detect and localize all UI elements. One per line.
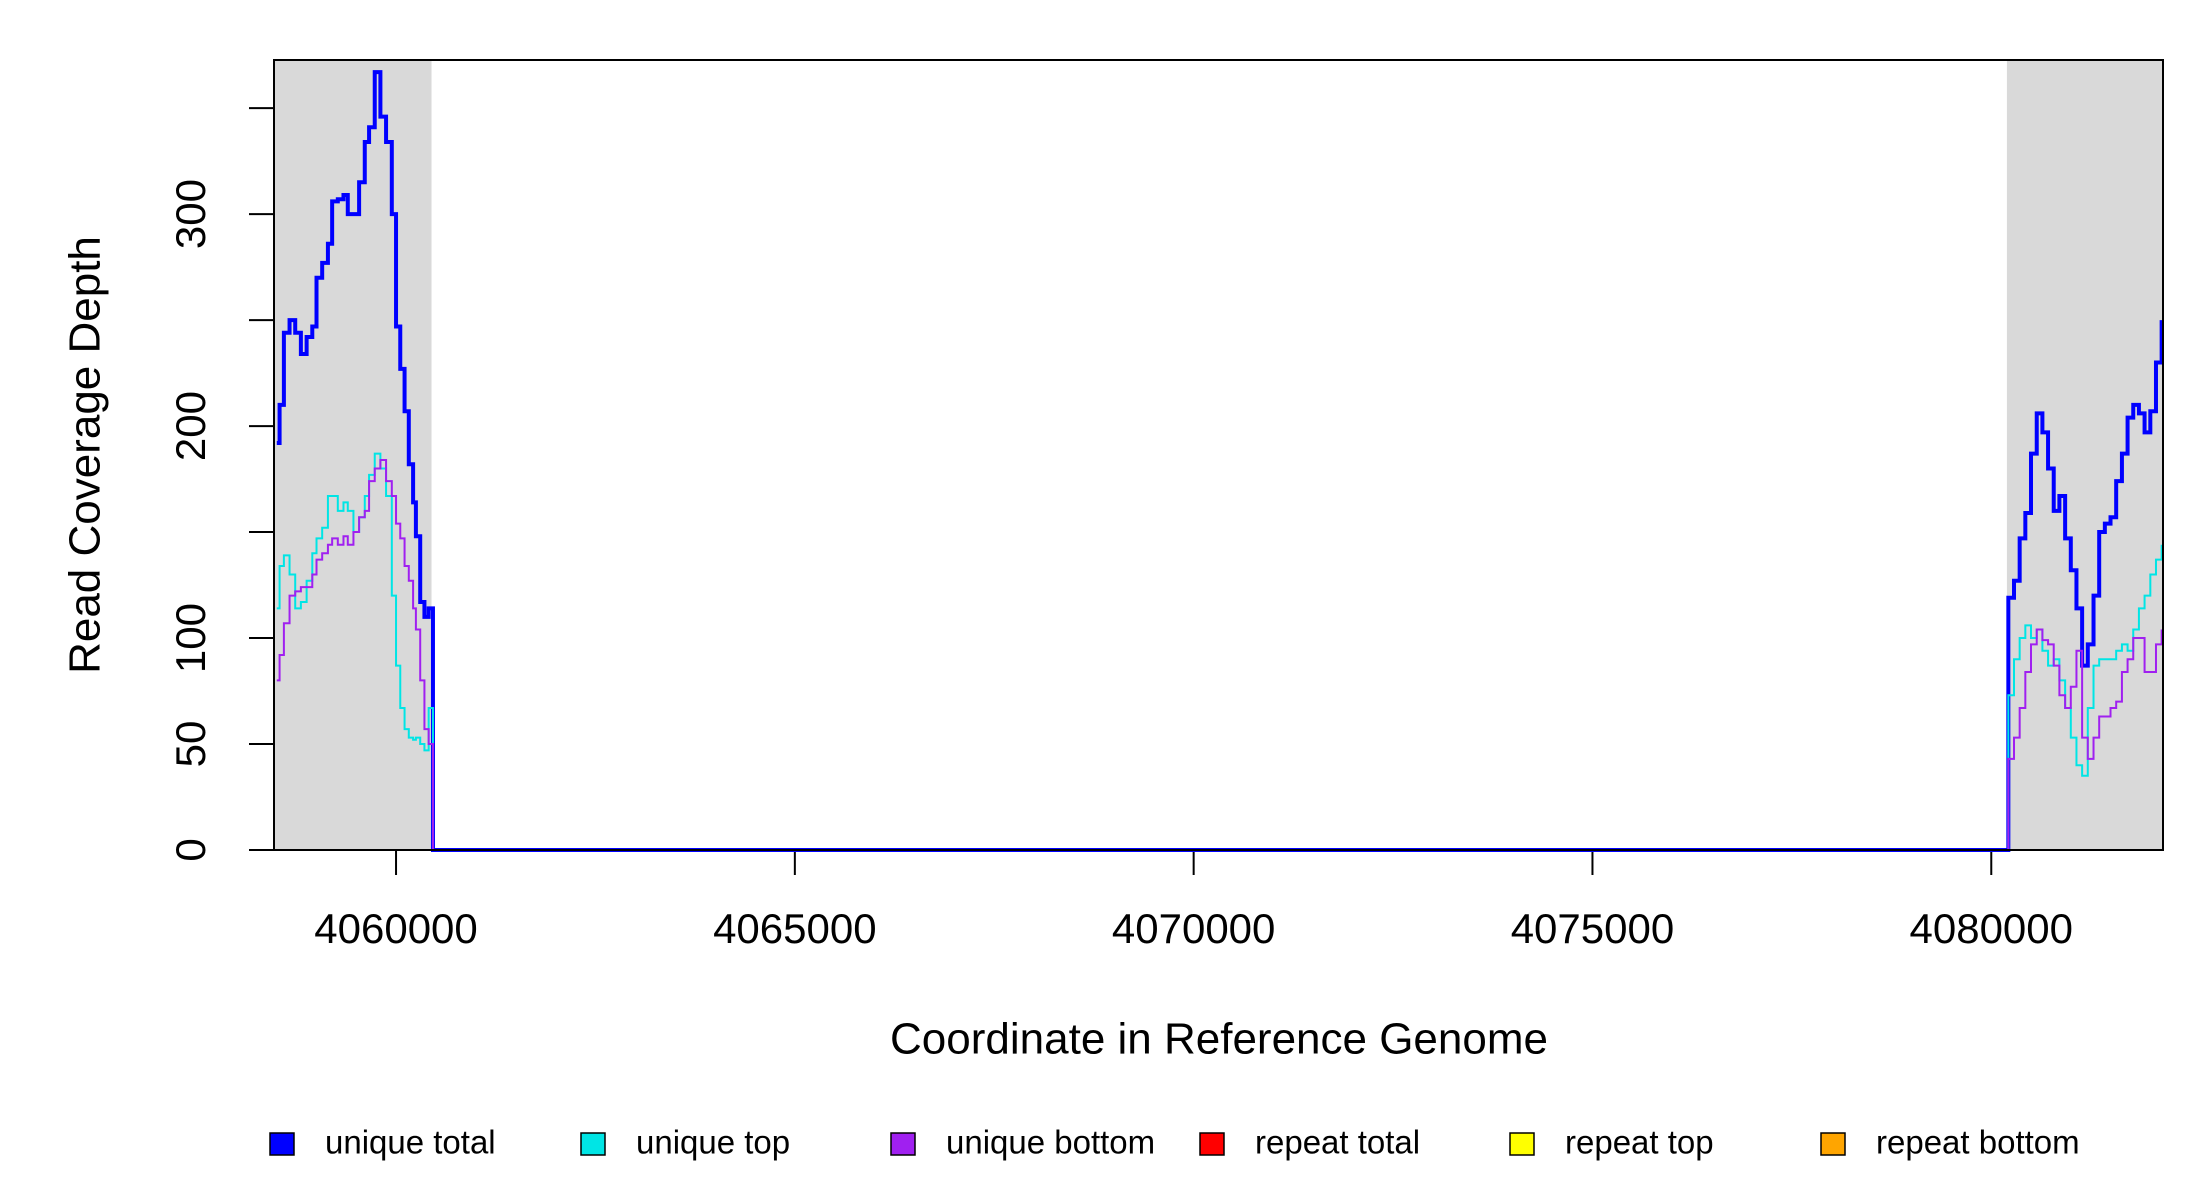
y-tick-label: 200: [167, 391, 214, 461]
x-tick-label: 4070000: [1112, 905, 1276, 952]
x-tick-label: 4065000: [713, 905, 877, 952]
legend-swatch: [1509, 1132, 1535, 1156]
y-tick-label: 50: [167, 721, 214, 768]
legend-swatch: [269, 1132, 295, 1156]
series-line: [276, 70, 2164, 852]
y-tick-label: 100: [167, 603, 214, 673]
legend-label: repeat total: [1255, 1124, 1420, 1161]
legend-label: repeat top: [1565, 1124, 1714, 1161]
legend-label: unique bottom: [946, 1124, 1155, 1161]
x-axis-label: Coordinate in Reference Genome: [890, 1015, 1548, 1064]
x-tick-label: 4060000: [314, 905, 478, 952]
plot-frame: [273, 59, 2164, 851]
series-line: [276, 452, 2163, 851]
legend-swatch: [1820, 1132, 1846, 1156]
legend-swatch: [890, 1132, 916, 1156]
legend-swatch: [1199, 1132, 1225, 1156]
legend-swatch: [580, 1132, 606, 1156]
x-tick-label: 4080000: [1910, 905, 2074, 952]
legend-label: unique total: [325, 1124, 496, 1161]
x-tick-label: 4075000: [1511, 905, 1675, 952]
legend-label: repeat bottom: [1876, 1124, 2080, 1161]
legend-label: unique top: [636, 1124, 790, 1161]
y-tick-label: 300: [167, 179, 214, 249]
y-axis-label: Read Coverage Depth: [61, 236, 110, 674]
series-line: [276, 458, 2163, 851]
y-tick-label: 0: [167, 838, 214, 861]
